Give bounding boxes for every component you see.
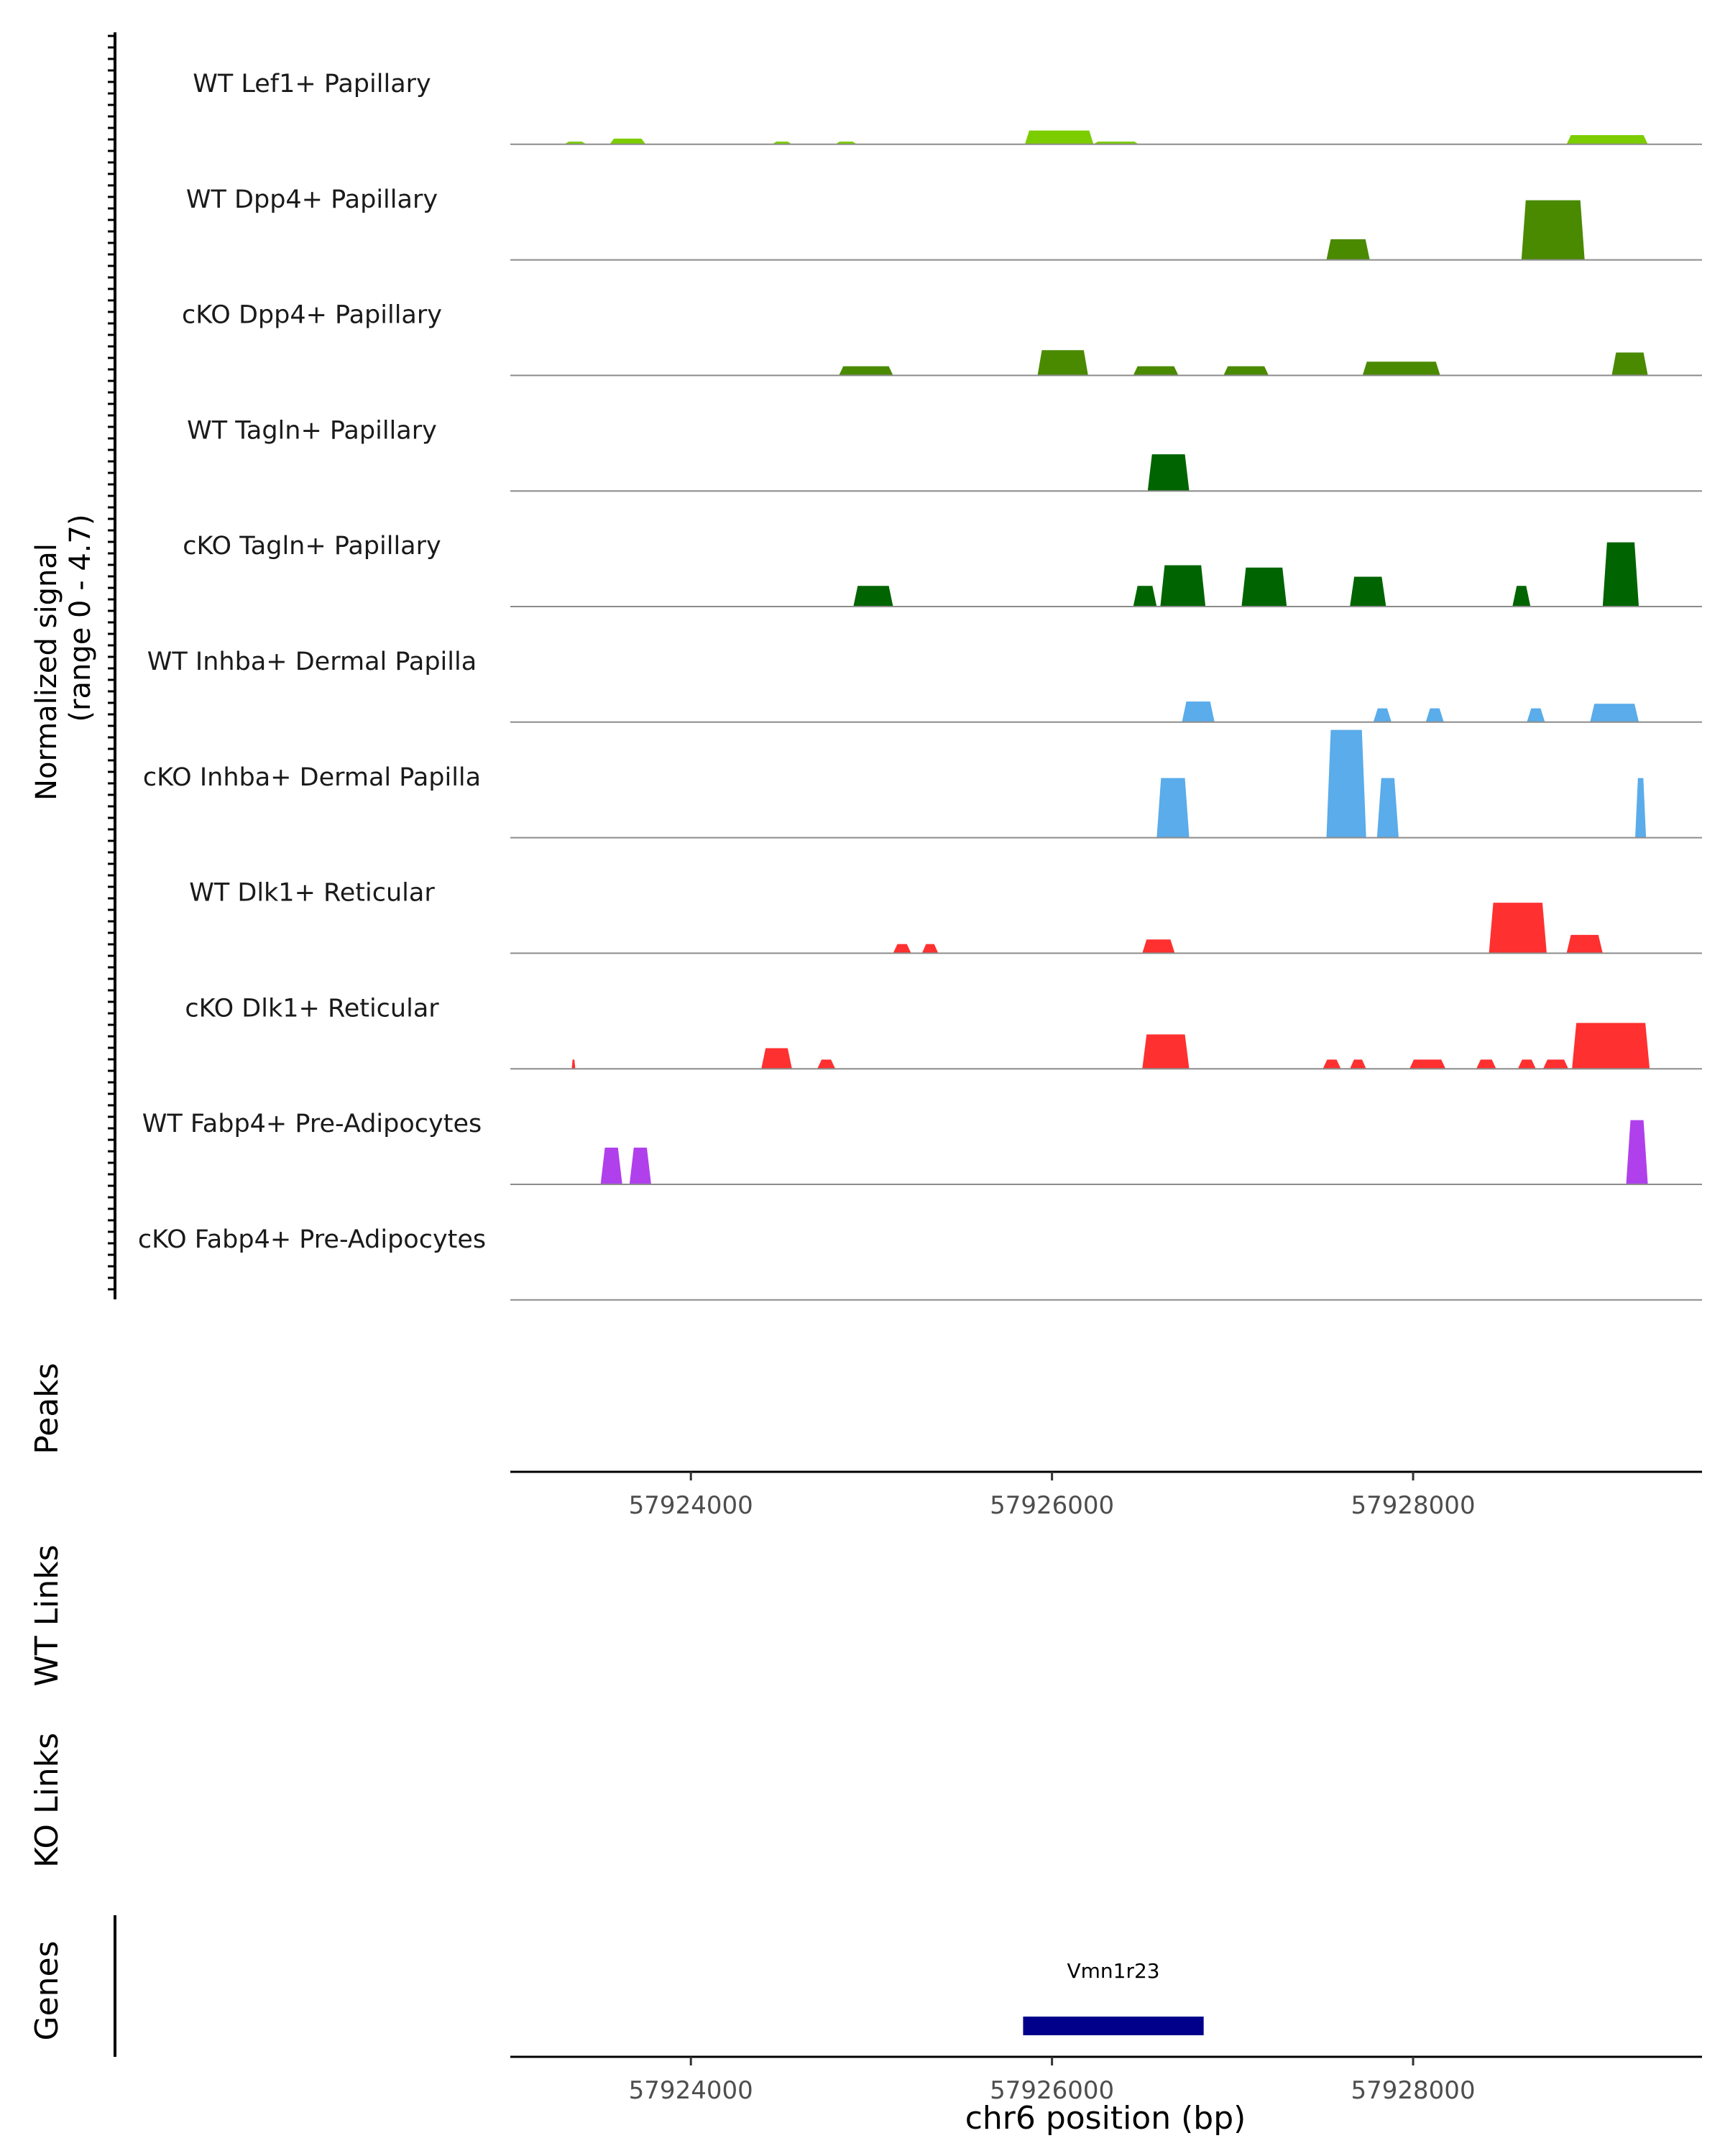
signal-peak bbox=[1376, 778, 1399, 838]
signal-peak bbox=[1241, 567, 1287, 607]
track-label: cKO Inhba+ Dermal Papilla bbox=[143, 763, 481, 792]
track-label: WT Tagln+ Papillary bbox=[187, 416, 437, 445]
signal-peak bbox=[853, 586, 893, 607]
signal-tracks: WT Lef1+ Papillary WT Dpp4+ Papillary cKO … bbox=[138, 70, 1702, 1301]
signal-peak bbox=[1476, 1059, 1496, 1069]
signal-peak bbox=[1611, 352, 1648, 376]
signal-peak bbox=[921, 944, 939, 954]
signal-peak bbox=[1517, 1059, 1536, 1069]
signal-peak bbox=[1572, 1023, 1650, 1069]
signal-peak bbox=[1626, 1120, 1648, 1184]
track-label: WT Lef1+ Papillary bbox=[193, 70, 431, 98]
signal-peak bbox=[1223, 366, 1269, 376]
signal-peak bbox=[1133, 366, 1179, 376]
signal-peak bbox=[1350, 1059, 1366, 1069]
x-axis-tick-label: 57924000 bbox=[629, 2076, 753, 2105]
x-axis-tick-label: 57928000 bbox=[1351, 2076, 1476, 2105]
signal-peak bbox=[1542, 1059, 1569, 1069]
signal-peak bbox=[1326, 239, 1370, 260]
signal-peak bbox=[1133, 586, 1157, 607]
signal-peak bbox=[1566, 135, 1648, 144]
track-label: cKO Fabp4+ Pre-Adipocytes bbox=[138, 1225, 486, 1254]
signal-peak bbox=[1147, 454, 1190, 492]
gene-annotations: Vmn1r23 bbox=[1023, 1959, 1204, 2035]
signal-peak bbox=[600, 1147, 622, 1184]
y-axis-title-range: (range 0 - 4.7) bbox=[64, 514, 97, 722]
peaks-x-axis-ticks: 57924000 57926000 57928000 bbox=[629, 1472, 1476, 1520]
gene-body bbox=[1023, 2017, 1204, 2035]
track-label: WT Dpp4+ Papillary bbox=[186, 185, 438, 214]
signal-peak bbox=[1409, 1059, 1446, 1069]
signal-peak bbox=[1037, 350, 1088, 376]
x-axis-tick-label: 57924000 bbox=[629, 1491, 753, 1520]
signal-peak bbox=[1160, 565, 1206, 607]
signal-peak bbox=[1142, 1034, 1190, 1069]
signal-peak bbox=[1142, 939, 1175, 954]
signal-peak bbox=[761, 1048, 792, 1069]
signal-peak bbox=[1489, 903, 1547, 954]
signal-peak bbox=[1362, 361, 1440, 376]
signal-peak bbox=[1590, 704, 1639, 722]
signal-peak bbox=[839, 366, 893, 376]
signal-peak bbox=[1521, 200, 1585, 260]
signal-peak bbox=[1527, 708, 1545, 722]
gene-label: Vmn1r23 bbox=[1067, 1959, 1159, 1983]
x-axis-tick-label: 57926000 bbox=[990, 2076, 1114, 2105]
x-axis-tick-label: 57926000 bbox=[990, 1491, 1114, 1520]
track-label: cKO Tagln+ Papillary bbox=[183, 532, 441, 561]
signal-peak bbox=[1326, 729, 1366, 838]
signal-peak bbox=[610, 138, 646, 144]
signal-peak bbox=[1024, 130, 1094, 144]
signal-peak bbox=[1425, 708, 1444, 722]
track-label: WT Fabp4+ Pre-Adipocytes bbox=[142, 1110, 482, 1138]
signal-peak bbox=[817, 1059, 836, 1069]
signal-peak bbox=[1512, 586, 1531, 607]
x-axis-title: chr6 position (bp) bbox=[965, 2100, 1246, 2137]
ko-links-panel-label: KO Links bbox=[29, 1733, 65, 1868]
track-label: WT Dlk1+ Reticular bbox=[189, 879, 435, 908]
signal-axis-ticks bbox=[108, 34, 115, 1291]
x-axis-tick-label: 57928000 bbox=[1351, 1491, 1476, 1520]
signal-peak bbox=[1322, 1059, 1341, 1069]
signal-peak bbox=[1182, 701, 1215, 722]
track-label: cKO Dpp4+ Papillary bbox=[182, 301, 442, 330]
signal-peak bbox=[1635, 778, 1647, 838]
genes-x-axis-ticks: 57924000 57926000 57928000 bbox=[629, 2057, 1476, 2105]
genes-panel-label: Genes bbox=[29, 1940, 65, 2040]
signal-peak bbox=[1156, 778, 1190, 838]
signal-peak bbox=[893, 944, 911, 954]
track-label: WT Inhba+ Dermal Papilla bbox=[147, 648, 477, 676]
signal-peak bbox=[1566, 934, 1603, 954]
signal-peak bbox=[1373, 708, 1392, 722]
peaks-panel-label: Peaks bbox=[29, 1363, 65, 1454]
signal-peak bbox=[1350, 576, 1386, 607]
y-axis-title: Normalized signal bbox=[30, 543, 63, 801]
signal-peak bbox=[629, 1147, 651, 1184]
signal-peak bbox=[571, 1059, 576, 1069]
track-label: cKO Dlk1+ Reticular bbox=[185, 994, 439, 1023]
signal-peak bbox=[1602, 542, 1639, 607]
wt-links-panel-label: WT Links bbox=[29, 1544, 65, 1686]
